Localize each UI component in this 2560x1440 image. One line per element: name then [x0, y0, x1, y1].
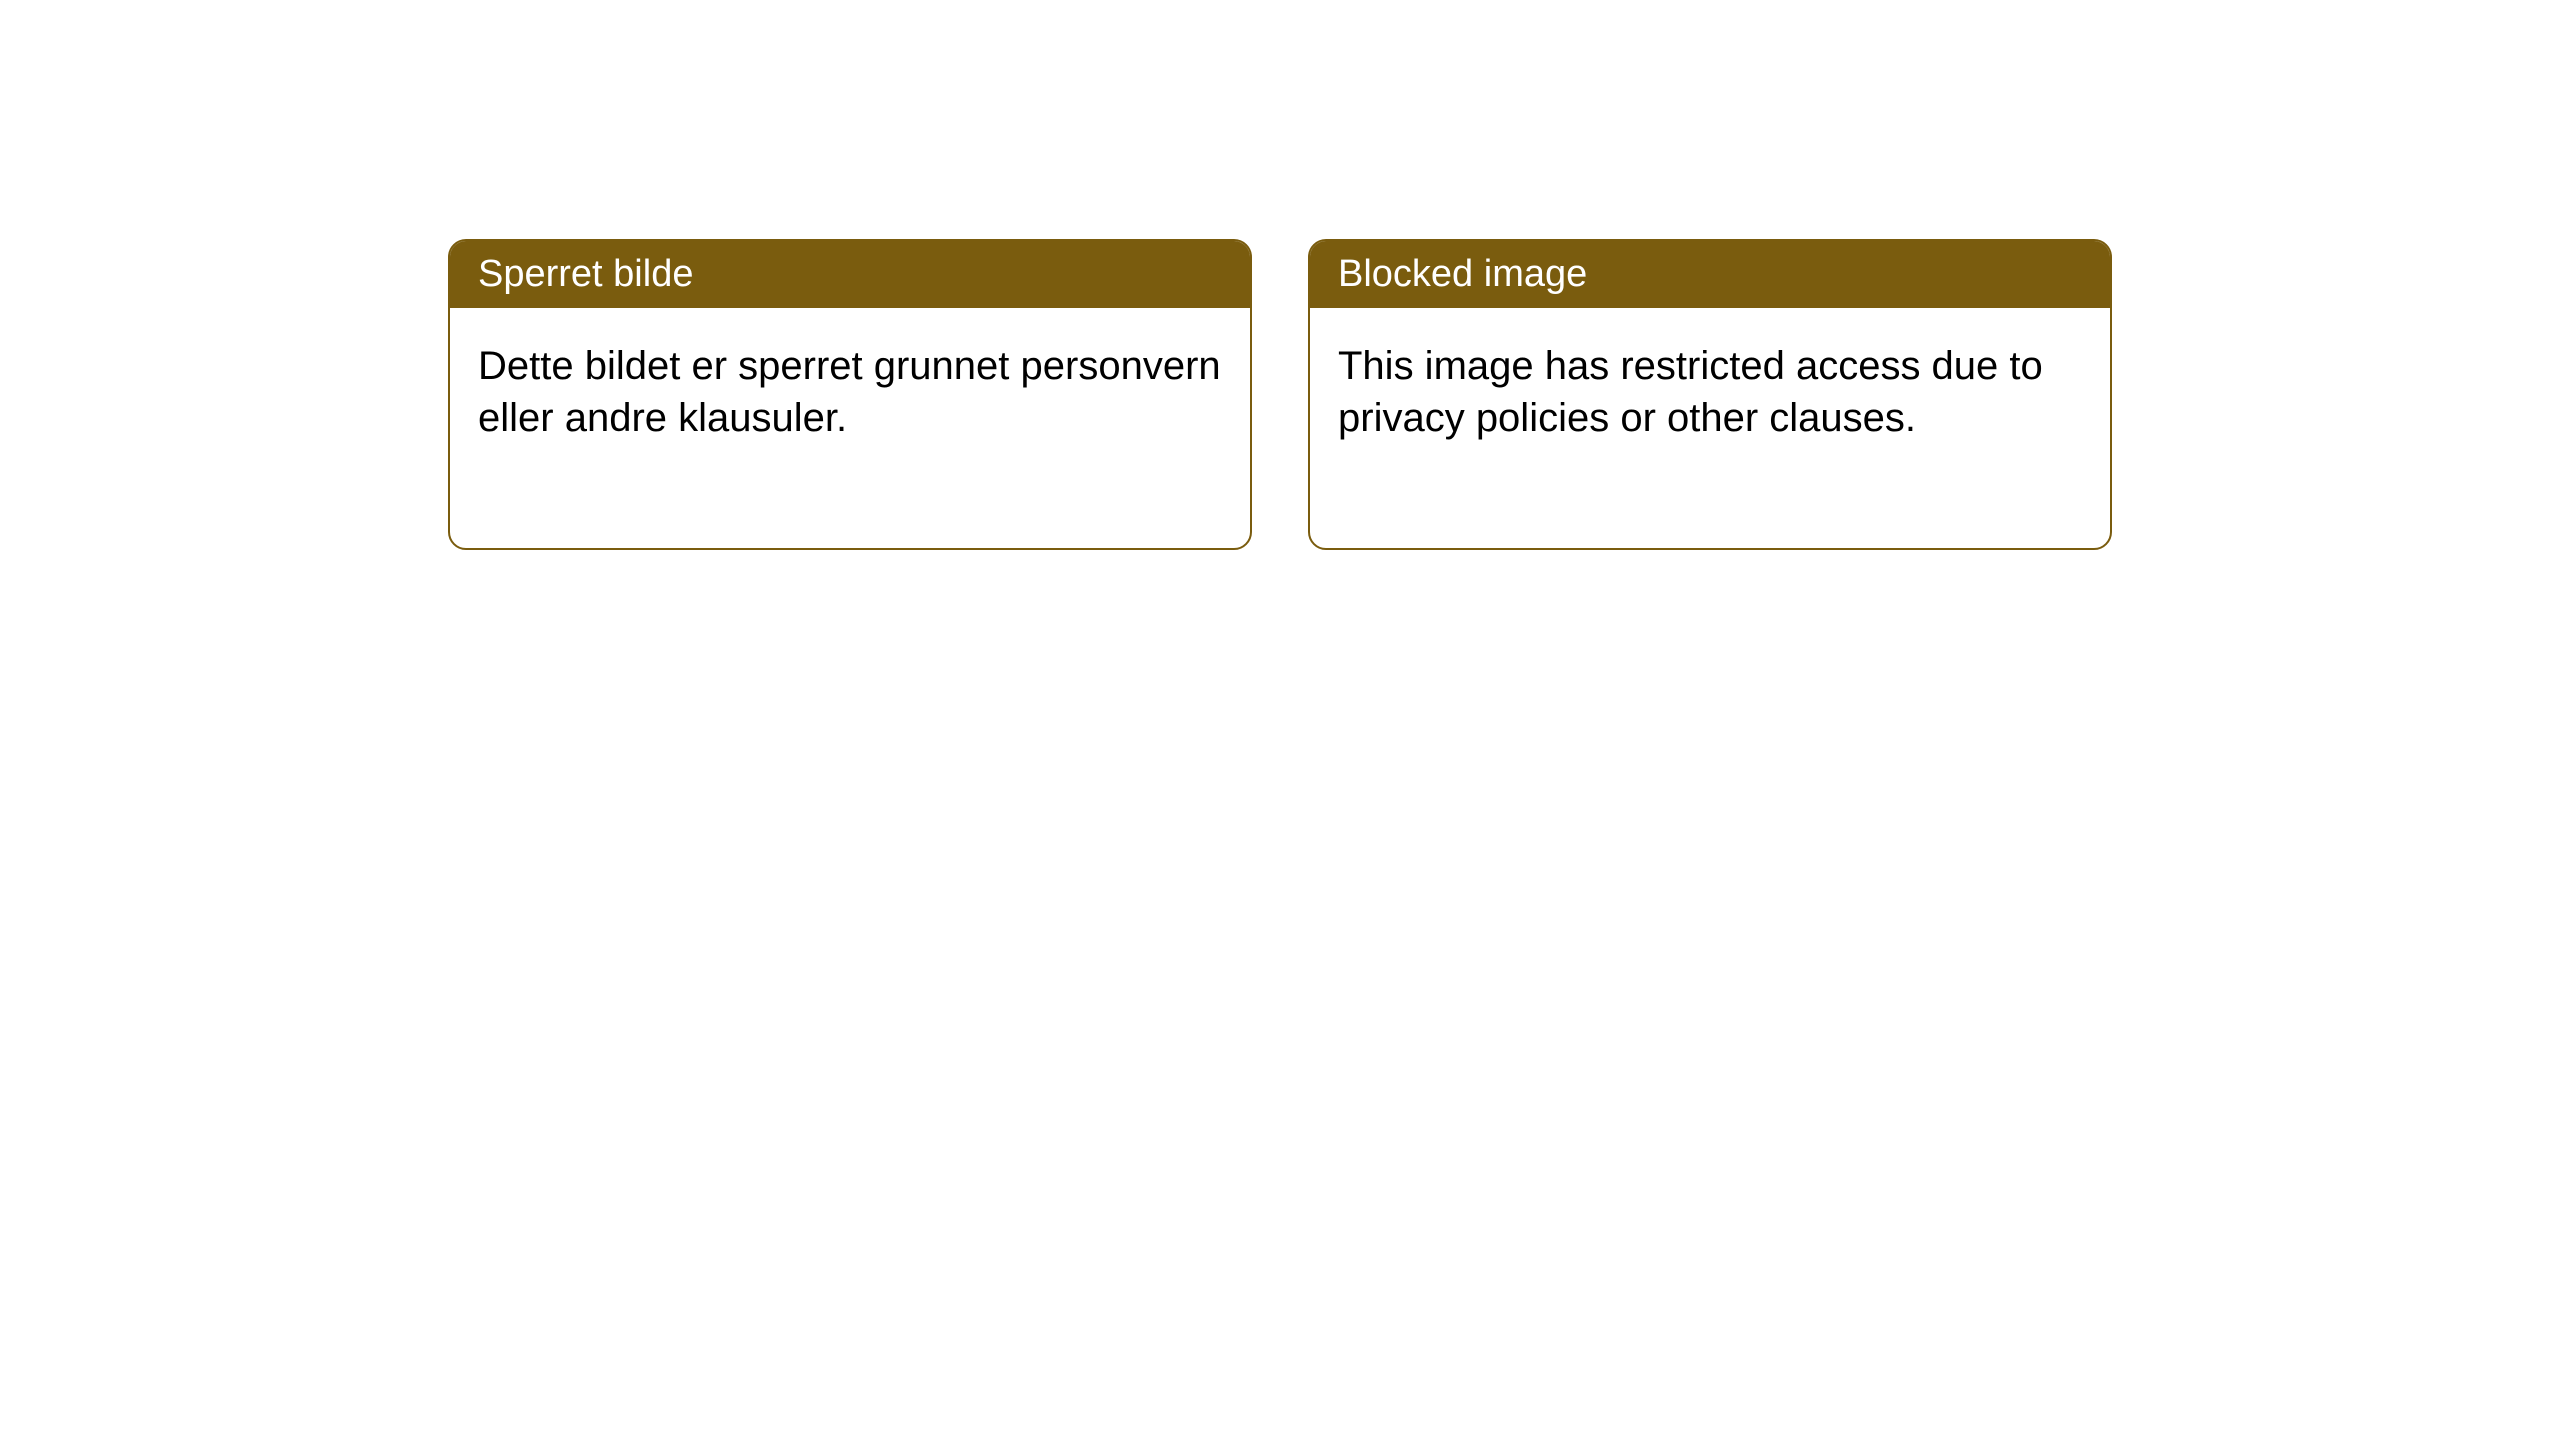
notice-card-norwegian: Sperret bilde Dette bildet er sperret gr…	[448, 239, 1252, 550]
card-header: Blocked image	[1310, 241, 2110, 308]
card-header: Sperret bilde	[450, 241, 1250, 308]
card-body-text: Dette bildet er sperret grunnet personve…	[478, 344, 1221, 440]
card-body: This image has restricted access due to …	[1310, 308, 2110, 548]
card-title: Sperret bilde	[478, 253, 693, 295]
notice-card-english: Blocked image This image has restricted …	[1308, 239, 2112, 550]
card-body: Dette bildet er sperret grunnet personve…	[450, 308, 1250, 548]
card-title: Blocked image	[1338, 253, 1587, 295]
notice-container: Sperret bilde Dette bildet er sperret gr…	[448, 239, 2112, 550]
card-body-text: This image has restricted access due to …	[1338, 344, 2043, 440]
